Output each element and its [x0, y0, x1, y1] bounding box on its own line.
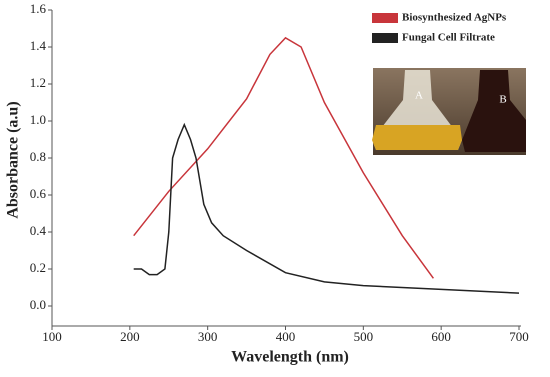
x-tick-label: 200 [120, 329, 140, 344]
x-tick-label: 600 [431, 329, 451, 344]
y-tick-label: 1.6 [30, 1, 47, 16]
series-line [133, 36, 435, 279]
series-line [133, 122, 520, 294]
inset-label: B [499, 94, 506, 106]
y-tick-label: 1.2 [30, 75, 46, 90]
legend-swatch [372, 33, 398, 43]
y-tick-label: 0.6 [30, 186, 47, 201]
y-tick-label: 0.8 [30, 149, 46, 164]
x-tick-label: 500 [354, 329, 374, 344]
x-tick-label: 400 [276, 329, 296, 344]
legend-label: Fungal Cell Filtrate [402, 32, 495, 44]
y-tick-label: 1.4 [30, 38, 47, 53]
inset-label: A [415, 90, 423, 102]
y-tick-label: 0.0 [30, 297, 46, 312]
y-axis-label: Absorbance (a.u) [5, 101, 22, 218]
x-tick-label: 100 [42, 329, 62, 344]
inset-photo [372, 68, 526, 155]
x-axis-label: Wavelength (nm) [231, 349, 349, 366]
x-tick-label: 300 [198, 329, 218, 344]
x-tick-label: 700 [509, 329, 529, 344]
legend-label: Biosynthesized AgNPs [402, 12, 507, 24]
y-tick-label: 0.4 [30, 223, 47, 238]
y-tick-label: 1.0 [30, 112, 46, 127]
y-tick-label: 0.2 [30, 260, 46, 275]
legend-swatch [372, 13, 398, 23]
